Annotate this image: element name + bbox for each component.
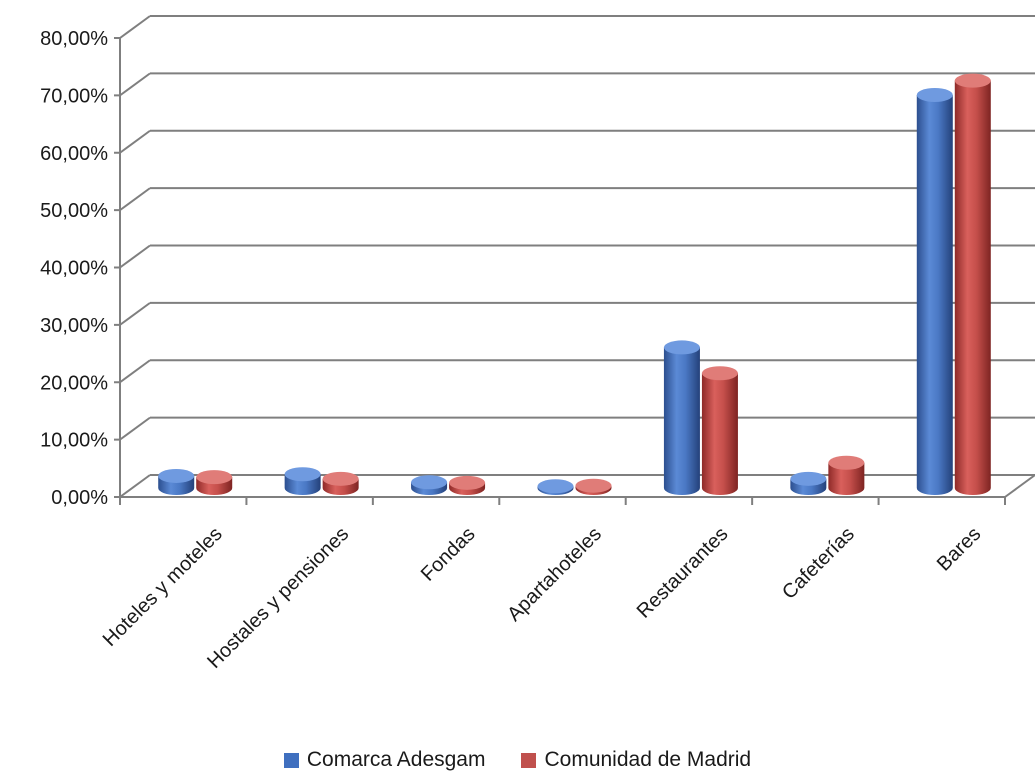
- bar-top: [575, 478, 612, 493]
- axes: [114, 37, 1035, 505]
- gridline-side: [119, 187, 151, 211]
- bar: [322, 471, 359, 495]
- y-tick-label: 70,00%: [40, 85, 108, 107]
- x-tick-label: Fondas: [417, 523, 480, 586]
- bar: [449, 475, 486, 495]
- bar-top: [537, 479, 574, 494]
- y-tick-label: 80,00%: [40, 28, 108, 50]
- bar: [954, 73, 991, 495]
- bar-top: [196, 470, 233, 485]
- y-tick-label: 20,00%: [40, 372, 108, 394]
- bar: [916, 87, 953, 495]
- bar-top: [158, 468, 195, 483]
- bar: [284, 467, 321, 495]
- bar-body: [828, 462, 865, 495]
- legend-label-series-2: Comunidad de Madrid: [544, 748, 752, 771]
- bar: [575, 478, 612, 495]
- y-tick-label: 60,00%: [40, 143, 108, 165]
- gridline-side: [119, 129, 151, 154]
- bar: [196, 470, 233, 495]
- gridline-side: [119, 302, 151, 326]
- y-tick-label: 40,00%: [40, 258, 108, 280]
- y-tick-label: 10,00%: [40, 430, 108, 452]
- gridlines: [119, 15, 1035, 498]
- x-tick-label: Hoteles y moteles: [99, 523, 227, 651]
- gridline-side: [119, 359, 151, 384]
- bar-body: [663, 347, 700, 495]
- legend-swatch-series-2: [521, 752, 537, 768]
- gridline-side: [119, 244, 151, 269]
- bar: [663, 340, 700, 495]
- bar: [790, 471, 827, 495]
- x-tick-label: Restaurantes: [633, 523, 733, 623]
- y-tick-label: 50,00%: [40, 200, 108, 222]
- x-tick-label: Hostales y pensiones: [203, 523, 353, 673]
- bar-body: [916, 94, 953, 495]
- gridline-side: [119, 474, 151, 498]
- bar-top: [663, 340, 700, 355]
- bar: [537, 479, 574, 495]
- bar-top: [701, 366, 738, 381]
- x-tick-label: Apartahoteles: [503, 523, 606, 626]
- legend-swatch-series-1: [283, 752, 299, 768]
- bar-top: [322, 471, 359, 486]
- bar-top: [916, 87, 953, 102]
- legend: Comarca Adesgam Comunidad de Madrid: [0, 748, 1035, 772]
- floor-edge: [1004, 474, 1035, 498]
- legend-item-series-1: Comarca Adesgam: [283, 748, 486, 772]
- bar-top: [411, 475, 448, 490]
- gridline-side: [119, 416, 151, 441]
- gridline-side: [119, 72, 151, 97]
- x-tick-label: Cafeterías: [778, 523, 859, 604]
- bar-top: [954, 73, 991, 88]
- bar: [411, 475, 448, 495]
- bars: [158, 73, 991, 495]
- legend-label-series-1: Comarca Adesgam: [306, 748, 486, 771]
- bar-top: [828, 455, 865, 470]
- x-tick-label: Bares: [933, 523, 986, 576]
- bar: [701, 366, 738, 495]
- y-tick-label: 30,00%: [40, 315, 108, 337]
- bar-body: [701, 373, 738, 495]
- bar-top: [449, 475, 486, 490]
- bar-top: [790, 471, 827, 486]
- labels: 0,00% 10,00% 20,00% 30,00% 40,00% 50,00% 60,00…: [40, 28, 985, 673]
- legend-item-series-2: Comunidad de Madrid: [521, 748, 751, 772]
- bar-top: [284, 467, 321, 482]
- bar: [828, 455, 865, 495]
- gridline-side: [119, 15, 151, 39]
- bar-body: [954, 80, 991, 495]
- bar: [158, 468, 195, 495]
- y-tick-label: 0,00%: [51, 487, 108, 509]
